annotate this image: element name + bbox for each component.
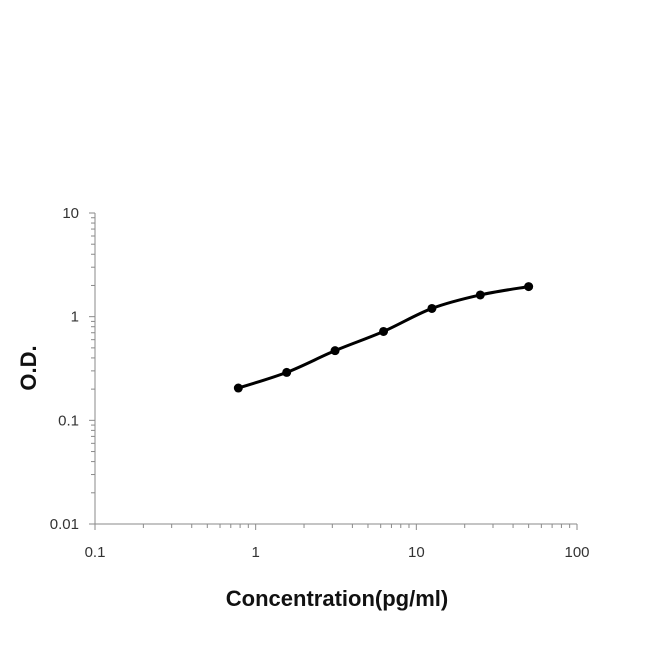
- data-point: [282, 367, 292, 377]
- curve-layer: [236, 285, 531, 390]
- data-point: [233, 383, 243, 393]
- y-tick-label: 10: [62, 205, 79, 222]
- x-axis-title: Concentration(pg/ml): [226, 586, 448, 611]
- axes: [94, 213, 577, 525]
- y-tick-label: 0.1: [58, 412, 79, 429]
- y-tick-label: 1: [71, 309, 79, 326]
- points-layer: [233, 282, 534, 393]
- x-tick-label: 0.1: [85, 544, 106, 561]
- y-tick-label: 0.01: [50, 516, 79, 533]
- data-point: [379, 326, 389, 336]
- standard-curve-line: [236, 285, 531, 390]
- data-point: [475, 290, 485, 300]
- axis-tick-labels: 0.1 1 10 100 0.01 0.1 1 10: [50, 205, 590, 561]
- data-point: [427, 303, 437, 313]
- data-point: [330, 346, 340, 356]
- x-tick-label: 100: [564, 544, 589, 561]
- y-axis-title: O.D.: [16, 345, 41, 390]
- x-tick-label: 1: [251, 544, 259, 561]
- axis-ticks: [89, 212, 578, 530]
- data-point: [524, 282, 534, 292]
- x-tick-label: 10: [408, 544, 425, 561]
